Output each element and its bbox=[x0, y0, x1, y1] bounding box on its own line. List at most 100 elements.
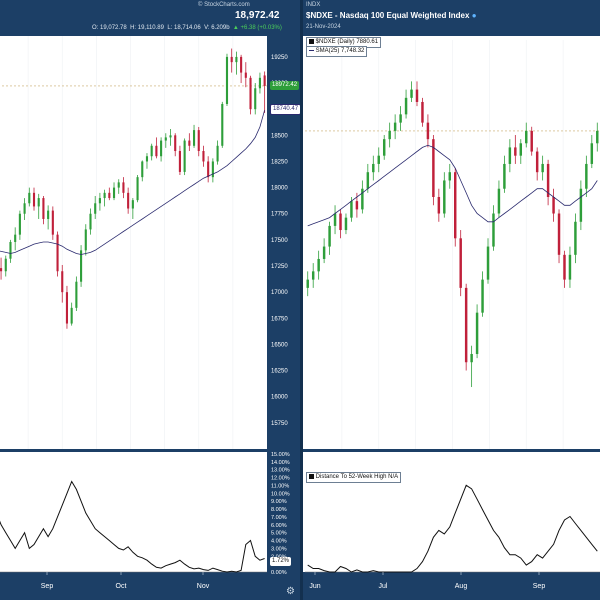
stockcharts-brand: © StockCharts.com bbox=[198, 2, 250, 8]
candle-body bbox=[150, 145, 153, 157]
indicator-y-tick-label: 8.00% bbox=[271, 507, 287, 513]
candle-body bbox=[475, 312, 479, 354]
candle-body bbox=[399, 114, 402, 123]
candle-body bbox=[155, 145, 158, 157]
y-tick-label: 16750 bbox=[271, 316, 288, 322]
candle-body bbox=[339, 213, 342, 231]
candle-body bbox=[65, 292, 69, 324]
candle-body bbox=[141, 161, 144, 178]
change-value: ▲ +6.38 (+0.03%) bbox=[232, 25, 282, 31]
candle-body bbox=[183, 140, 186, 172]
candle-body bbox=[56, 234, 59, 272]
candle-body bbox=[322, 246, 326, 259]
candle-body bbox=[136, 177, 139, 201]
x-tick-label: Oct bbox=[116, 583, 127, 590]
legend-sma-swatch-icon bbox=[309, 49, 314, 51]
candle-body bbox=[117, 182, 120, 188]
legend-distance-swatch-icon bbox=[309, 473, 314, 479]
candle-body bbox=[23, 203, 26, 214]
legend-symbol-text: $NDXE (Daily) 7880.61 bbox=[315, 39, 379, 45]
x-tick-label: Aug bbox=[455, 583, 468, 590]
legend-candle-swatch-icon bbox=[309, 38, 314, 44]
candle-body bbox=[541, 163, 544, 173]
candle-body bbox=[508, 147, 512, 164]
legend-sma-text: SMA(25) 7,748.32 bbox=[315, 48, 365, 54]
candle-body bbox=[552, 196, 555, 214]
indicator-y-tick-label: 11.00% bbox=[271, 483, 289, 489]
x-tick-label: Jul bbox=[379, 583, 388, 590]
panel-divider bbox=[300, 0, 303, 600]
low-label: L: bbox=[167, 25, 173, 31]
y-tick-label: 16000 bbox=[271, 395, 288, 401]
candle-body bbox=[235, 56, 238, 63]
candle-body bbox=[249, 77, 252, 110]
open-label: O: bbox=[92, 25, 99, 31]
info-circle-icon[interactable]: ● bbox=[471, 11, 477, 20]
indicator-y-tick-label: 5.00% bbox=[271, 531, 287, 537]
candle-body bbox=[131, 200, 134, 209]
y-tick-label: 18000 bbox=[271, 186, 288, 192]
right-chart-panel: INDX $NDXE - Nasdaq 100 Equal Weighted I… bbox=[303, 0, 600, 600]
chart-title: $NDXE - Nasdaq 100 Equal Weighted Index … bbox=[306, 11, 477, 20]
candle-body bbox=[122, 182, 125, 193]
candle-body bbox=[574, 221, 577, 255]
candle-body bbox=[103, 192, 106, 199]
distance-line bbox=[0, 480, 265, 573]
candle-body bbox=[563, 254, 566, 280]
candle-body bbox=[328, 225, 331, 247]
high-value: 19,110.89 bbox=[137, 25, 164, 31]
candle-body bbox=[169, 135, 172, 138]
x-tick-label: Jun bbox=[309, 583, 320, 590]
candle-body bbox=[207, 161, 210, 178]
candle-body bbox=[481, 279, 484, 313]
candle-body bbox=[443, 180, 446, 214]
candle-body bbox=[240, 56, 243, 73]
candle-body bbox=[145, 156, 149, 162]
y-tick-label: 18500 bbox=[271, 133, 288, 139]
candle-body bbox=[568, 254, 572, 280]
candle-body bbox=[254, 88, 257, 110]
candle-body bbox=[216, 145, 219, 162]
candle-body bbox=[244, 72, 247, 78]
left-chart-svg: Sep Oct Nov 15750 16000 16250 16500 16750 17000 1… bbox=[0, 36, 290, 590]
candle-body bbox=[192, 130, 196, 146]
legend-sma: SMA(25) 7,748.32 bbox=[306, 46, 368, 57]
high-label: H: bbox=[130, 25, 137, 31]
indicator-y-tick-label: 14.00% bbox=[271, 460, 290, 466]
candle-body bbox=[211, 161, 214, 178]
candle-body bbox=[525, 130, 528, 144]
y-tick-label: 17250 bbox=[271, 264, 288, 270]
y-tick-label: 19250 bbox=[271, 55, 288, 61]
candle-body bbox=[546, 163, 550, 197]
left-chart-header: © StockCharts.com 18,972.42 O: 19,072.78… bbox=[0, 0, 300, 36]
candle-body bbox=[18, 213, 21, 235]
candle-body bbox=[596, 130, 599, 144]
candle-body bbox=[28, 192, 31, 204]
candle-body bbox=[350, 201, 353, 218]
candle-body bbox=[366, 172, 370, 189]
candle-body bbox=[84, 229, 87, 251]
candle-body bbox=[32, 192, 36, 207]
candle-body bbox=[51, 210, 54, 235]
settings-gear-icon[interactable]: ⚙ bbox=[286, 586, 295, 597]
indicator-y-tick-label: 7.00% bbox=[271, 515, 287, 521]
y-tick-label: 17000 bbox=[271, 290, 288, 296]
candle-body bbox=[372, 163, 375, 173]
candle-body bbox=[306, 279, 309, 288]
candle-body bbox=[317, 258, 320, 272]
indicator-y-tick-label: 3.00% bbox=[271, 546, 287, 552]
candle-body bbox=[519, 143, 523, 156]
candle-body bbox=[590, 143, 594, 164]
y-tick-label: 17750 bbox=[271, 212, 288, 218]
candle-body bbox=[197, 130, 200, 152]
candle-body bbox=[503, 163, 506, 189]
candle-body bbox=[4, 258, 7, 272]
candle-body bbox=[47, 210, 50, 219]
left-indicator-plot bbox=[0, 452, 267, 572]
candle-body bbox=[70, 307, 73, 324]
candle-body bbox=[459, 238, 462, 288]
candle-body bbox=[393, 122, 397, 131]
candle-body bbox=[361, 188, 364, 210]
candle-body bbox=[530, 130, 533, 152]
candle-body bbox=[221, 103, 224, 146]
